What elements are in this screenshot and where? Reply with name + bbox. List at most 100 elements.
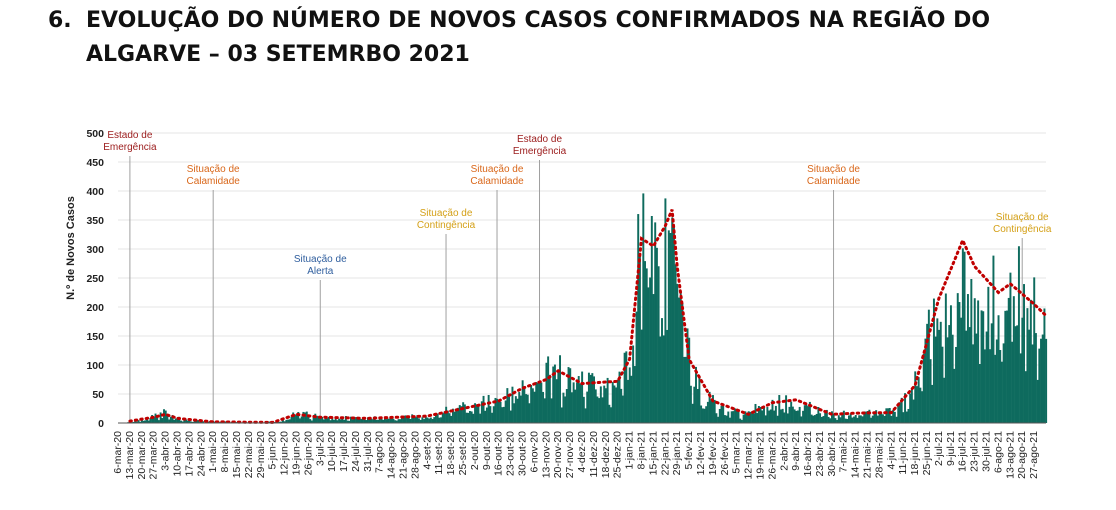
daily-case-bar	[927, 309, 930, 423]
x-tick-label: 19-mar-21	[754, 431, 766, 480]
daily-case-bar	[385, 419, 388, 423]
daily-case-bar	[446, 410, 449, 423]
daily-case-bar	[197, 420, 199, 423]
y-gridlines	[118, 132, 1046, 395]
daily-case-bar	[547, 356, 550, 423]
x-tick-label: 25-set-20	[457, 431, 469, 476]
daily-case-bar	[519, 395, 522, 423]
daily-case-bar	[316, 415, 318, 423]
daily-case-bar	[698, 375, 701, 423]
daily-case-bar	[508, 396, 511, 423]
daily-case-bar	[999, 350, 1002, 423]
y-tick-label: 400	[86, 186, 104, 198]
daily-case-bar	[390, 418, 393, 423]
daily-case-bar	[593, 376, 595, 423]
daily-case-bar	[751, 412, 754, 423]
annotation-label: Situação de	[996, 212, 1049, 223]
daily-case-bar	[725, 415, 728, 423]
daily-case-bar	[931, 384, 934, 423]
daily-case-bar	[576, 382, 578, 423]
daily-case-bar	[159, 412, 162, 423]
x-tick-label: 17-abr-20	[183, 431, 195, 477]
y-tick-label: 50	[92, 389, 104, 401]
heading-number: 6.	[48, 8, 72, 33]
daily-case-bar	[200, 421, 203, 423]
daily-case-bar	[941, 346, 944, 423]
x-tick-label: 23-out-20	[505, 431, 517, 476]
daily-case-bar	[559, 355, 561, 423]
daily-case-bar	[382, 419, 385, 423]
daily-case-bar	[501, 407, 504, 423]
daily-case-bar	[973, 298, 976, 423]
daily-case-bar	[282, 420, 284, 423]
daily-case-bar	[808, 401, 811, 423]
daily-case-bar	[700, 405, 703, 423]
daily-case-bar	[1034, 333, 1037, 423]
daily-case-bar	[671, 217, 674, 423]
daily-case-bar	[769, 409, 772, 423]
daily-case-bar	[368, 419, 371, 423]
x-tick-label: 12-fev-21	[695, 431, 707, 476]
daily-case-bar	[965, 330, 968, 423]
daily-case-bar	[800, 416, 803, 423]
daily-case-bar	[678, 297, 680, 423]
daily-case-bar	[961, 248, 964, 423]
daily-case-bar	[630, 375, 633, 423]
daily-case-bar	[300, 416, 303, 423]
daily-case-bar	[1009, 272, 1012, 423]
daily-case-bar	[542, 391, 545, 423]
daily-case-bar	[616, 379, 619, 423]
daily-case-bar	[511, 386, 514, 423]
daily-case-bar	[613, 385, 616, 423]
daily-case-bar	[453, 411, 456, 423]
daily-case-bar	[516, 398, 519, 423]
x-tick-label: 5-mar-21	[731, 431, 743, 474]
daily-case-bar	[535, 382, 538, 423]
daily-case-bar	[324, 418, 327, 423]
daily-case-bar	[494, 397, 497, 423]
daily-case-bar	[870, 417, 873, 423]
daily-case-bar	[518, 392, 521, 423]
daily-case-bar	[893, 411, 896, 423]
daily-case-bar	[458, 405, 461, 423]
daily-case-bar	[268, 421, 271, 423]
daily-case-bar	[319, 417, 322, 423]
daily-case-bar	[606, 377, 609, 423]
daily-case-bar	[280, 421, 283, 423]
daily-case-bar	[587, 372, 590, 423]
x-tick-label: 2-jul-21	[933, 431, 945, 466]
annotation-label: Calamidade	[470, 176, 524, 187]
y-tick-label: 300	[86, 244, 104, 256]
daily-case-bar	[620, 388, 623, 423]
x-tick-label: 2-abr-21	[778, 431, 790, 471]
daily-case-bar	[377, 419, 380, 423]
daily-case-bar	[429, 417, 432, 423]
x-tick-label: 27-mar-20	[148, 431, 160, 480]
daily-case-bar	[910, 388, 913, 423]
daily-case-bar	[397, 419, 400, 423]
daily-cases-bars	[127, 193, 1048, 423]
daily-case-bar	[778, 395, 781, 423]
daily-case-bar	[846, 418, 849, 423]
x-tick-label: 5-fev-21	[683, 431, 695, 470]
daily-case-bar	[1045, 338, 1048, 423]
daily-case-bar	[394, 420, 397, 423]
annotation-label: Estado de	[517, 134, 562, 145]
daily-case-bar	[360, 419, 363, 423]
daily-case-bar	[448, 413, 451, 423]
x-tick-label: 6-mar-20	[112, 431, 124, 474]
daily-case-bar	[718, 408, 721, 423]
daily-case-bar	[562, 392, 565, 423]
daily-case-bar	[866, 411, 869, 423]
daily-case-bar	[586, 391, 589, 423]
daily-case-bar	[972, 344, 975, 423]
daily-case-bar	[409, 419, 412, 423]
daily-case-bar	[898, 402, 901, 423]
daily-case-bar	[924, 338, 927, 423]
daily-case-bar	[977, 300, 980, 423]
daily-case-bar	[333, 419, 335, 423]
daily-case-bar	[992, 255, 995, 423]
daily-case-bar	[868, 409, 871, 423]
daily-case-bar	[705, 406, 708, 423]
daily-case-bar	[406, 417, 409, 423]
